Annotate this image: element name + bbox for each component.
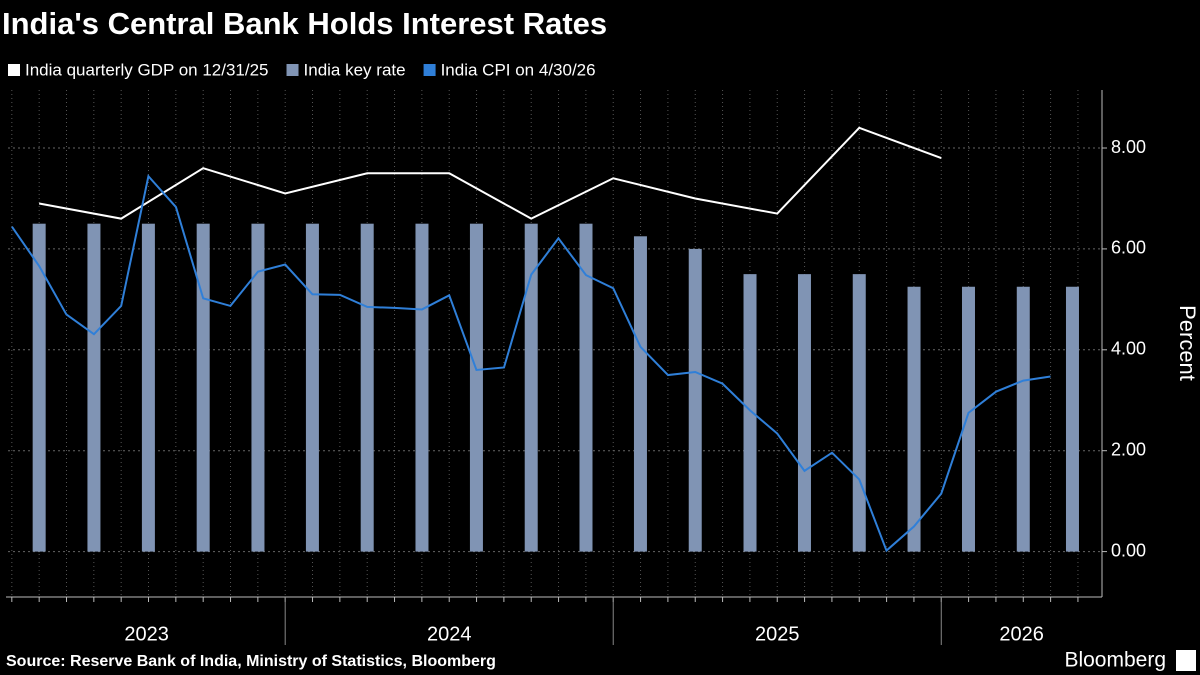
bar — [688, 248, 702, 552]
brand: Bloomberg — [1064, 649, 1166, 672]
line — [11, 174, 1051, 553]
bar — [196, 223, 210, 552]
bar — [1065, 286, 1079, 552]
legend-label: India key rate — [304, 60, 406, 79]
line — [38, 126, 942, 220]
bar — [251, 223, 265, 552]
chart-title: India's Central Bank Holds Interest Rate… — [2, 6, 607, 41]
bar — [907, 286, 921, 552]
legend-label: India quarterly GDP on 12/31/25 — [25, 60, 269, 79]
bar — [87, 223, 101, 552]
bar — [579, 223, 593, 552]
bar — [32, 223, 46, 552]
legend-swatch — [286, 64, 299, 76]
bar — [141, 223, 155, 552]
y-tick-label: 0.00 — [1111, 540, 1146, 560]
source-note: Source: Reserve Bank of India, Ministry … — [6, 653, 496, 670]
y-tick-label: 6.00 — [1111, 238, 1146, 258]
legend-label: India CPI on 4/30/26 — [441, 60, 596, 79]
bar — [305, 223, 319, 552]
x-tick-label: 2024 — [427, 623, 472, 645]
x-tick-label: 2025 — [755, 623, 800, 645]
bar — [360, 223, 374, 552]
bar — [961, 286, 975, 552]
y-tick-label: 2.00 — [1111, 439, 1146, 459]
bar — [524, 223, 538, 552]
x-tick-label: 2026 — [999, 623, 1044, 645]
y-tick-label: 4.00 — [1111, 339, 1146, 359]
bar — [852, 274, 866, 552]
bar — [469, 223, 483, 552]
legend-swatch — [8, 64, 20, 76]
y-axis-label: Percent — [1175, 305, 1200, 381]
y-tick-label: 8.00 — [1111, 137, 1146, 157]
bar — [743, 274, 757, 552]
bar — [797, 274, 811, 552]
bar — [415, 223, 429, 552]
brand-icon — [1176, 650, 1196, 671]
bar — [1016, 286, 1030, 552]
x-tick-label: 2023 — [124, 623, 169, 645]
legend-swatch — [423, 64, 436, 76]
bar — [633, 236, 647, 552]
